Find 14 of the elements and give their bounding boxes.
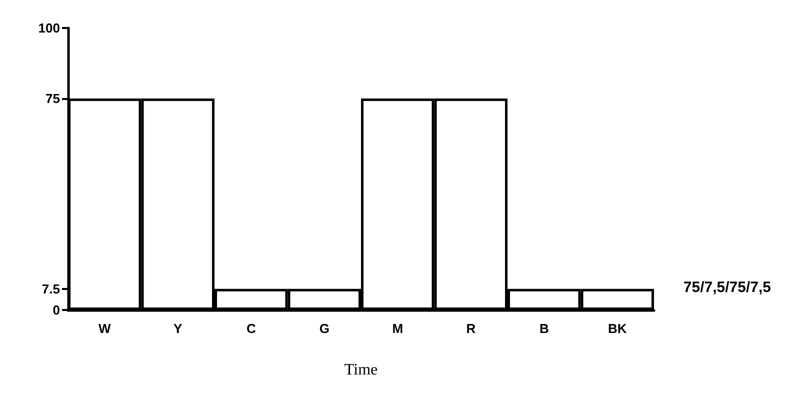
x-tick-label: B [539,321,549,336]
x-tick-label: BK [608,321,628,336]
y-tick-label: 75 [46,91,60,106]
x-tick-label: W [98,321,112,336]
x-tick-label: C [246,321,256,336]
x-tick-label: Y [174,321,183,336]
text: 75/7,5/75/7,5 [683,279,771,296]
y-tick-label: 7.5 [42,281,60,296]
y-tick-label: 0 [52,302,60,318]
x-tick-label: M [392,321,404,336]
x-tick-label: G [319,321,330,336]
y-tick-label: 100 [38,20,60,36]
x-tick-label: R [466,321,476,336]
x-axis-title: Time [344,362,378,378]
